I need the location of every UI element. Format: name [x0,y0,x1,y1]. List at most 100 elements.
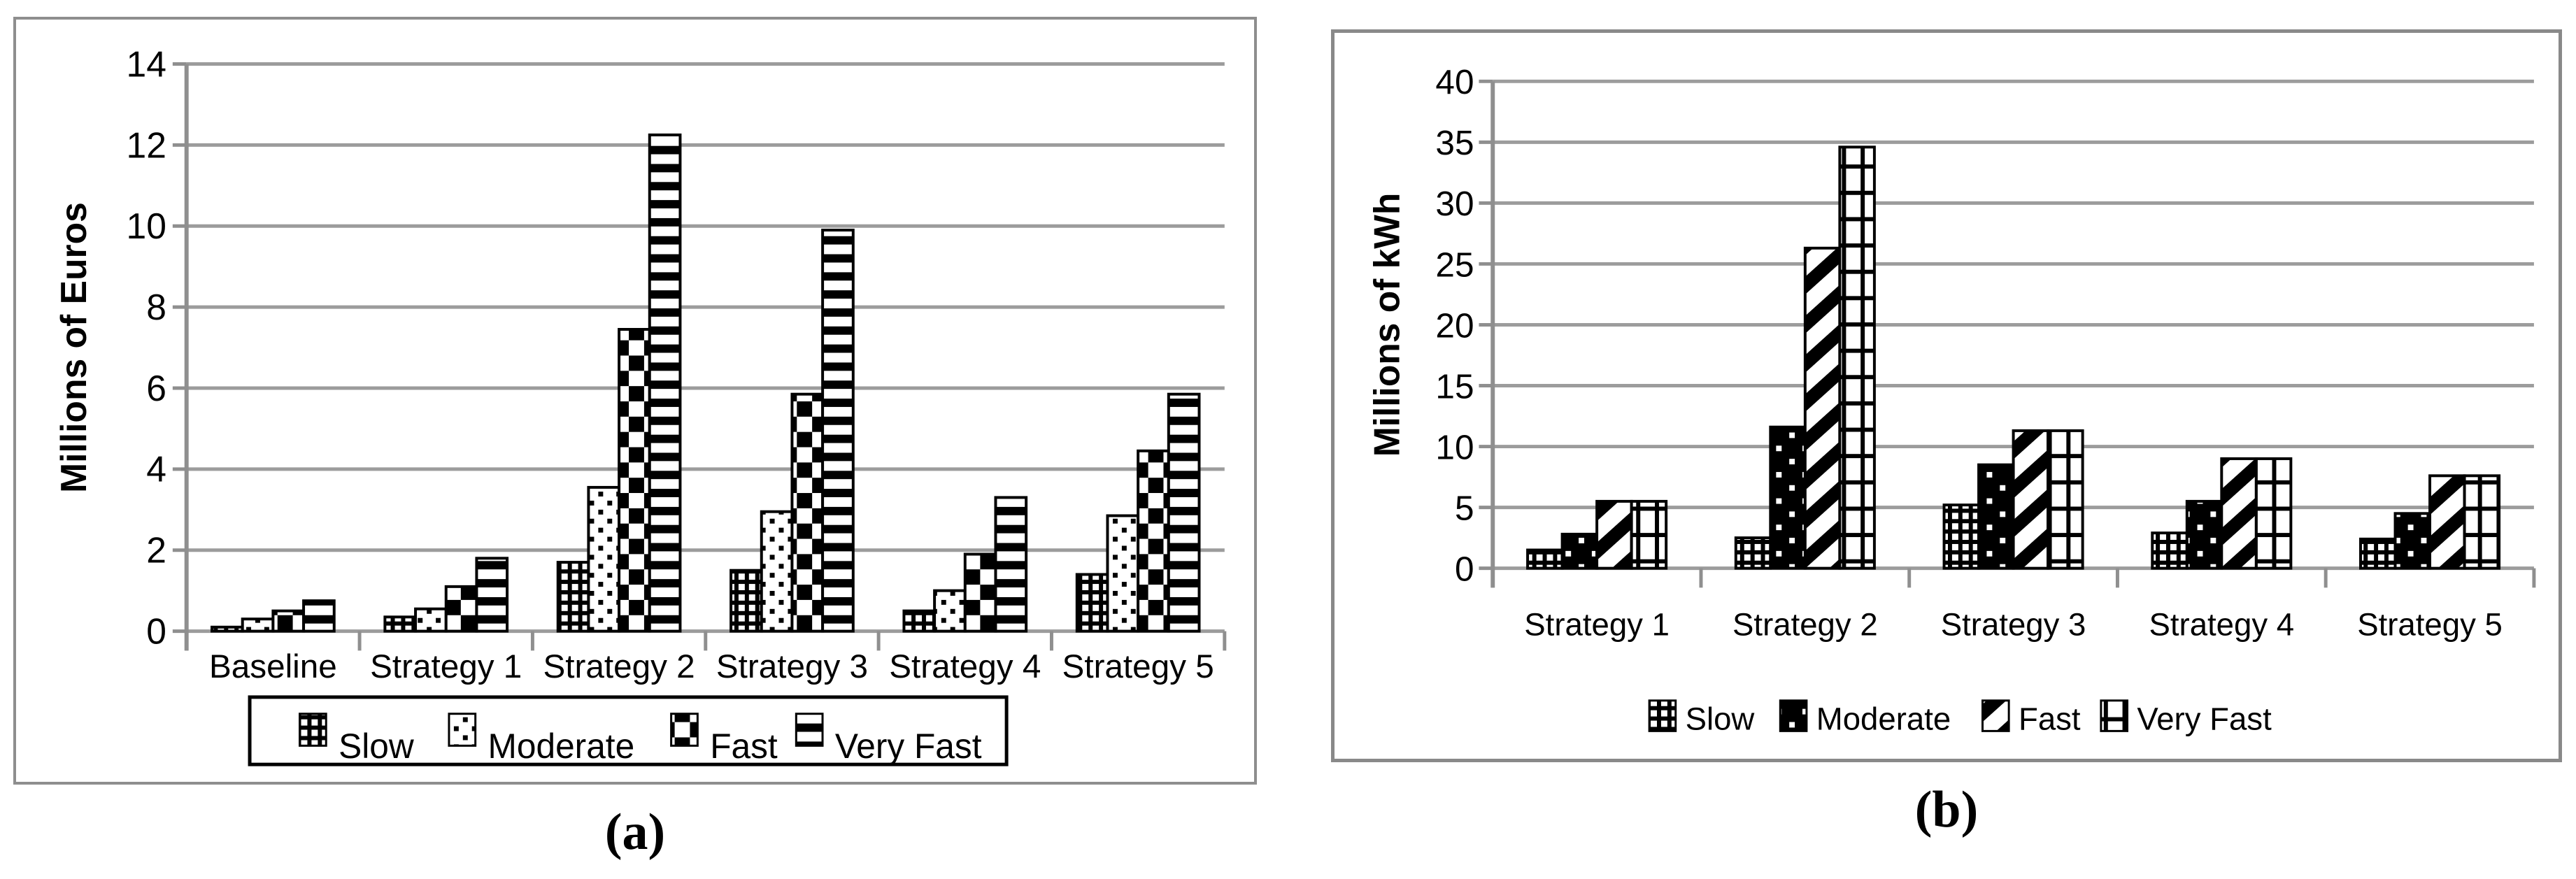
x-category-label-strategy-5: Strategy 5 [1062,648,1214,685]
y-tick-label-4: 4 [146,449,166,489]
chart-panel-b: 0 5 10 15 20 25 30 35 40 Strategy 1 Strategy 2 Stra… [1331,29,2562,762]
x-category-label-strategy-2: Strategy 2 [543,648,695,685]
bar-moderate-strategy-4 [933,589,967,633]
x-category-label-strategy-5: Strategy 5 [2357,607,2503,643]
y-tick-label-6: 6 [146,368,166,408]
y-tick-label-14: 14 [127,43,166,84]
x-category-label-strategy-3: Strategy 3 [716,648,868,685]
y-tick-label-10: 10 [1435,428,1474,466]
chart-panel-a: 0 2 4 6 8 10 12 14 Baseline Strategy 1 Strategy 2 S… [13,17,1257,785]
legend-swatch-very-fast [795,713,824,747]
bar-slow-strategy-3 [730,569,763,633]
legend-label-moderate: Moderate [1816,701,1951,736]
y-tick-label-25: 25 [1435,245,1474,284]
caption-b: (b) [1914,781,1979,838]
x-category-label-strategy-4: Strategy 4 [889,648,1041,685]
legend-swatch-fast [1981,699,2010,732]
y-tick-label-0: 0 [146,610,166,651]
bar-fast-strategy-4 [963,552,997,633]
bar-moderate-strategy-2 [587,485,621,633]
bar-chart-b: 0 5 10 15 20 25 30 35 40 Strategy 1 Strategy 2 Stra… [1367,63,2536,736]
bar-fast-strategy-3 [790,392,825,633]
bar-fast-strategy-3 [2012,429,2050,570]
caption-a: (a) [604,803,666,861]
bar-moderate-strategy-3 [760,510,794,633]
bar-fast-strategy-1 [444,585,478,633]
bar-slow-strategy-5 [1075,573,1109,633]
bar-very-fast-strategy-4 [2254,457,2293,570]
bar-moderate-baseline [241,617,275,633]
legend-label-moderate: Moderate [488,727,635,766]
bar-chart-a: 0 2 4 6 8 10 12 14 Baseline Strategy 1 Strategy 2 S… [53,43,1227,766]
bar-very-fast-baseline [302,599,336,633]
bar-very-fast-strategy-2 [1838,145,1876,570]
legend-label-slow: Slow [1686,701,1755,736]
x-category-label-strategy-3: Strategy 3 [1941,607,2086,643]
bar-slow-strategy-3 [1942,503,1981,570]
legend-swatch-slow [1648,699,1677,732]
y-tick-label-8: 8 [146,287,166,327]
bar-very-fast-strategy-1 [1630,499,1668,570]
legend-swatch-moderate [1779,699,1808,732]
y-tick-label-5: 5 [1455,489,1474,527]
x-category-label-baseline: Baseline [209,648,337,685]
bar-fast-strategy-2 [618,328,651,633]
bar-very-fast-strategy-4 [994,496,1028,633]
y-tick-label-0: 0 [1455,550,1474,588]
bar-moderate-strategy-4 [2185,499,2223,570]
y-tick-label-40: 40 [1435,63,1474,101]
bar-fast-strategy-1 [1595,499,1633,570]
x-category-label-strategy-1: Strategy 1 [1524,607,1670,643]
y-tick-label-12: 12 [127,124,166,165]
bar-very-fast-strategy-5 [1167,392,1201,633]
y-tick-label-15: 15 [1435,367,1474,406]
legend-swatch-very-fast [2100,699,2128,732]
bar-fast-strategy-5 [1137,449,1170,633]
bar-fast-baseline [271,609,306,633]
y-tick-label-30: 30 [1435,185,1474,223]
bar-very-fast-strategy-2 [648,133,682,633]
bar-very-fast-strategy-5 [2463,474,2501,570]
legend-swatch-moderate [448,713,477,747]
bar-moderate-strategy-3 [1977,463,2015,570]
bar-fast-strategy-5 [2428,474,2466,570]
bar-slow-strategy-2 [556,561,590,633]
bar-slow-strategy-4 [902,609,937,633]
bar-moderate-strategy-1 [1560,532,1599,570]
y-axis-title: Millions of Euros [53,202,94,493]
bar-moderate-strategy-2 [1769,425,1807,570]
legend-label-fast: Fast [710,727,778,766]
panel-wrap-a: 0 2 4 6 8 10 12 14 Baseline Strategy 1 Strategy 2 S… [13,17,1257,862]
bar-fast-strategy-4 [2220,457,2258,570]
legend-swatch-slow [299,713,327,747]
x-category-label-strategy-2: Strategy 2 [1732,607,1878,643]
bar-slow-baseline [211,625,244,633]
legend-label-very-fast: Very Fast [835,727,982,766]
bar-slow-strategy-2 [1734,536,1772,570]
y-tick-label-35: 35 [1435,124,1474,162]
bar-fast-strategy-2 [1803,246,1842,570]
bar-very-fast-strategy-3 [821,229,855,633]
bar-very-fast-strategy-3 [2047,429,2084,570]
bar-moderate-strategy-1 [414,607,448,633]
bar-moderate-strategy-5 [1106,514,1140,633]
bar-slow-strategy-4 [2151,531,2189,570]
legend-label-slow: Slow [339,727,414,766]
bar-moderate-strategy-5 [2393,512,2432,570]
bar-slow-strategy-5 [2359,537,2397,570]
legend-box [248,695,1009,766]
legend-label-very-fast: Very Fast [2137,701,2272,736]
y-tick-label-10: 10 [127,206,166,246]
panel-wrap-b: 0 5 10 15 20 25 30 35 40 Strategy 1 Strategy 2 Stra… [1331,29,2562,840]
bar-slow-strategy-1 [383,615,418,633]
x-category-label-strategy-1: Strategy 1 [370,648,522,685]
x-category-label-strategy-4: Strategy 4 [2149,607,2295,643]
y-axis-title: Millions of kWh [1367,193,1407,457]
y-tick-label-2: 2 [146,530,166,571]
legend-swatch-fast [670,713,699,747]
bar-slow-strategy-1 [1526,548,1564,570]
legend-label-fast: Fast [2019,701,2081,736]
y-tick-label-20: 20 [1435,306,1474,345]
bar-very-fast-strategy-1 [475,557,509,633]
